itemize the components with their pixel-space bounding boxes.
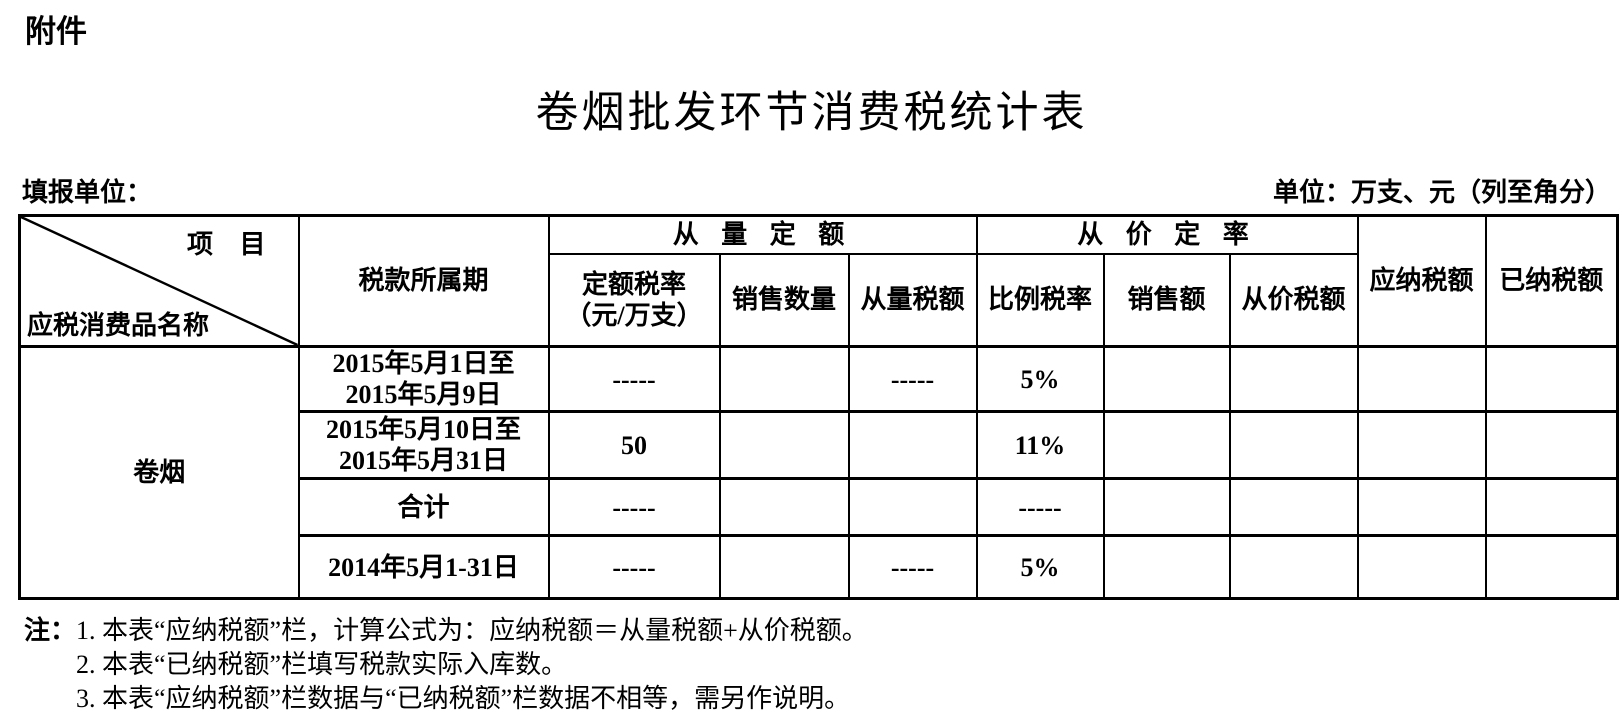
header-ratio-rate: 比例税率 (975, 252, 1105, 348)
diagonal-line (21, 217, 297, 345)
sales-amount-cell (1102, 410, 1231, 480)
period-cell: 2014年5月1-31日 (297, 534, 550, 600)
header-sales-quantity: 销售数量 (718, 252, 850, 348)
ratio-rate-cell: 5% (975, 344, 1105, 413)
diagonal-header-cell: 项 目 应税消费品名称 (18, 214, 300, 348)
payable-tax-cell (1356, 344, 1487, 413)
header-detail-row: 定额税率 （元/万支） 销售数量 从量税额 比例税率 销售额 从价税额 (20, 252, 1618, 348)
quantity-tax-cell: ----- (847, 344, 978, 413)
header-group-quantity-quota: 从 量 定 额 (547, 214, 978, 255)
footnotes: 注： 1. 本表“应纳税额”栏，计算公式为：应纳税额＝从量税额+从价税额。 2.… (24, 614, 868, 716)
header-project-label: 项 目 (186, 230, 276, 259)
page-title: 卷烟批发环节消费税统计表 (535, 90, 1088, 137)
quantity-tax-cell: ----- (847, 534, 978, 600)
payable-tax-cell (1356, 410, 1487, 480)
note-line-2: 2. 本表“已纳税额”栏填写税款实际入库数。 (76, 650, 568, 679)
quantity-tax-cell (847, 477, 978, 537)
fixed-rate-cell: ----- (547, 344, 721, 413)
value-tax-cell (1228, 344, 1359, 413)
header-sales-amount: 销售额 (1102, 252, 1231, 348)
payable-tax-cell (1356, 477, 1487, 537)
sales-quantity-cell (718, 410, 850, 480)
notes-label: 注： (24, 616, 77, 645)
paid-tax-cell (1484, 344, 1619, 413)
reporting-unit-label: 填报单位： (22, 178, 153, 207)
tax-statistics-table: 项 目 应税消费品名称 税款所属期 从 量 定 额 从 价 定 率 应纳税额 已… (18, 214, 1620, 601)
ratio-rate-cell: 5% (975, 534, 1105, 600)
unit-label: 单位：万支、元（列至角分） (1272, 178, 1611, 207)
sales-quantity-cell (718, 534, 850, 600)
fixed-rate-cell: ----- (547, 534, 721, 600)
period-cell: 2015年5月1日至 2015年5月9日 (297, 344, 550, 413)
quantity-tax-cell (847, 410, 978, 480)
header-group-value-rate: 从 价 定 率 (975, 214, 1359, 255)
ratio-rate-cell: ----- (975, 477, 1105, 537)
sales-amount-cell (1102, 477, 1231, 537)
ratio-rate-cell: 11% (975, 410, 1105, 480)
value-tax-cell (1228, 534, 1359, 600)
fixed-rate-cell: ----- (547, 477, 721, 537)
note-line-1: 1. 本表“应纳税额”栏，计算公式为：应纳税额＝从量税额+从价税额。 (76, 616, 868, 645)
sales-amount-cell (1102, 344, 1231, 413)
header-product-name-label: 应税消费品名称 (27, 310, 210, 340)
value-tax-cell (1228, 410, 1359, 480)
table-row-2015-05-10: 2015年5月10日至 2015年5月31日 50 11% (20, 410, 1619, 480)
sales-quantity-cell (718, 477, 850, 537)
header-fixed-rate: 定额税率 （元/万支） (547, 252, 721, 348)
notes-list: 1. 本表“应纳税额”栏，计算公式为：应纳税额＝从量税额+从价税额。 2. 本表… (76, 614, 868, 716)
note-line-3: 3. 本表“应纳税额”栏数据与“已纳税额”栏数据不相等，需另作说明。 (76, 684, 851, 713)
header-tax-period: 税款所属期 (297, 214, 550, 348)
table-row-2014-05: 2014年5月1-31日 ----- ----- 5% (20, 534, 1619, 600)
value-tax-cell (1228, 477, 1359, 537)
sales-amount-cell (1102, 534, 1231, 600)
header-group-row: 项 目 应税消费品名称 税款所属期 从 量 定 额 从 价 定 率 应纳税额 已… (18, 214, 1619, 348)
paid-tax-cell (1484, 477, 1619, 537)
payable-tax-cell (1356, 534, 1487, 600)
table-row-total: 合计 ----- ----- (20, 477, 1619, 537)
paid-tax-cell (1484, 410, 1619, 480)
sales-quantity-cell (718, 344, 850, 413)
period-cell: 2015年5月10日至 2015年5月31日 (297, 410, 550, 480)
product-name-cell: 卷烟 (18, 344, 300, 600)
paid-tax-cell (1484, 534, 1619, 600)
fixed-rate-cell: 50 (547, 410, 721, 480)
header-quantity-tax: 从量税额 (847, 252, 978, 348)
period-cell: 合计 (297, 477, 550, 537)
header-payable-tax: 应纳税额 (1356, 214, 1487, 348)
attachment-label: 附件 (25, 14, 87, 49)
header-value-tax: 从价税额 (1228, 252, 1359, 348)
header-paid-tax: 已纳税额 (1484, 214, 1619, 348)
table-row-2015-05-01: 卷烟 2015年5月1日至 2015年5月9日 ----- ----- 5% (18, 344, 1619, 600)
